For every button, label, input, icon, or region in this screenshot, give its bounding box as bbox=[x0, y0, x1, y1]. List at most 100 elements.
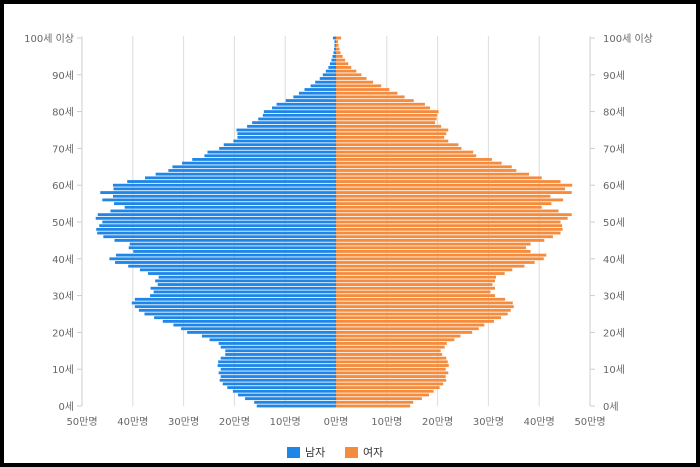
bar-male bbox=[247, 124, 336, 128]
x-tick-label: 20만명 bbox=[422, 416, 453, 428]
bar-male bbox=[218, 371, 336, 375]
bar-male bbox=[225, 349, 336, 353]
bar-female bbox=[336, 172, 530, 176]
bar-female bbox=[336, 382, 444, 386]
bar-male bbox=[124, 205, 336, 209]
x-tick-label: 10만명 bbox=[270, 416, 301, 428]
bar-female bbox=[336, 51, 341, 55]
bar-male bbox=[254, 400, 336, 404]
bar-male bbox=[220, 367, 336, 371]
bar-male bbox=[222, 382, 336, 386]
y-tick-label-left: 40세 bbox=[52, 254, 74, 266]
bar-male bbox=[127, 180, 336, 183]
bar-male bbox=[285, 99, 336, 102]
bar-male bbox=[155, 172, 336, 176]
bar-male bbox=[332, 36, 336, 40]
bar-female bbox=[336, 58, 346, 62]
bar-female bbox=[336, 319, 494, 323]
bar-male bbox=[331, 58, 336, 62]
bar-female bbox=[336, 113, 438, 117]
bar-female bbox=[336, 110, 439, 114]
bar-male bbox=[258, 117, 336, 121]
y-tick-label-left: 10세 bbox=[52, 364, 74, 376]
bar-female bbox=[336, 88, 390, 91]
bar-female bbox=[336, 334, 461, 338]
y-tick-label-left: 50세 bbox=[52, 217, 74, 229]
bar-male bbox=[276, 102, 336, 106]
bar-female bbox=[336, 242, 531, 246]
bar-male bbox=[154, 316, 336, 320]
bar-female bbox=[336, 158, 492, 161]
bar-male bbox=[97, 213, 336, 217]
bar-male bbox=[102, 220, 336, 224]
bar-male bbox=[237, 393, 336, 397]
bar-male bbox=[204, 154, 336, 158]
bar-female bbox=[336, 132, 447, 136]
y-tick-label-right: 60세 bbox=[603, 180, 625, 192]
bar-female bbox=[336, 36, 342, 40]
bar-female bbox=[336, 194, 551, 198]
bar-male bbox=[103, 235, 336, 239]
bar-female bbox=[336, 43, 339, 47]
bar-female bbox=[336, 360, 448, 364]
bar-male bbox=[172, 165, 336, 169]
bar-female bbox=[336, 117, 437, 121]
bar-female bbox=[336, 393, 429, 397]
bar-male bbox=[201, 334, 336, 338]
legend-label-female: 여자 bbox=[363, 446, 383, 459]
y-tick-label-right: 0세 bbox=[603, 401, 619, 413]
bar-female bbox=[336, 224, 563, 228]
bar-female bbox=[336, 275, 497, 279]
bar-female bbox=[336, 364, 449, 367]
bar-male bbox=[112, 183, 336, 187]
bar-male bbox=[333, 47, 336, 51]
bar-female bbox=[336, 191, 572, 194]
bar-male bbox=[192, 158, 336, 161]
bar-male bbox=[96, 227, 336, 231]
bar-male bbox=[134, 297, 336, 301]
bar-female bbox=[336, 345, 445, 349]
x-tick-label: 20만명 bbox=[219, 416, 250, 428]
bar-female bbox=[336, 238, 545, 242]
bar-female bbox=[336, 250, 531, 253]
bar-female bbox=[336, 253, 547, 257]
bar-male bbox=[334, 40, 336, 44]
bar-female bbox=[336, 294, 496, 298]
bar-male bbox=[329, 62, 336, 66]
bar-male bbox=[220, 375, 336, 378]
bar-female bbox=[336, 353, 443, 356]
bar-male bbox=[325, 69, 336, 73]
bar-female bbox=[336, 84, 382, 88]
bar-male bbox=[236, 128, 336, 132]
bar-female bbox=[336, 227, 563, 231]
y-tick-label-right: 40세 bbox=[603, 254, 625, 266]
bar-male bbox=[95, 216, 336, 220]
x-tick-label: 30만명 bbox=[168, 416, 199, 428]
bar-male bbox=[225, 353, 336, 356]
bar-female bbox=[336, 246, 526, 250]
bar-male bbox=[237, 135, 336, 139]
x-tick-label: 0만명 bbox=[324, 416, 349, 428]
x-tick-label: 30만명 bbox=[473, 416, 504, 428]
bar-male bbox=[220, 356, 336, 360]
bar-male bbox=[158, 275, 336, 279]
bar-male bbox=[155, 279, 336, 283]
bar-female bbox=[336, 135, 445, 139]
x-tick-label: 10만명 bbox=[371, 416, 402, 428]
bar-male bbox=[187, 330, 336, 334]
bar-male bbox=[263, 110, 336, 114]
bar-female bbox=[336, 205, 542, 209]
bar-female bbox=[336, 165, 512, 169]
bar-female bbox=[336, 213, 572, 217]
bar-male bbox=[218, 342, 336, 345]
bar-female bbox=[336, 327, 479, 331]
bar-male bbox=[157, 283, 336, 286]
bar-male bbox=[219, 378, 336, 382]
bar-male bbox=[153, 290, 336, 294]
bar-female bbox=[336, 121, 436, 125]
bar-female bbox=[336, 261, 535, 264]
bar-male bbox=[227, 386, 336, 390]
bar-female bbox=[336, 308, 511, 312]
bar-male bbox=[150, 286, 336, 290]
